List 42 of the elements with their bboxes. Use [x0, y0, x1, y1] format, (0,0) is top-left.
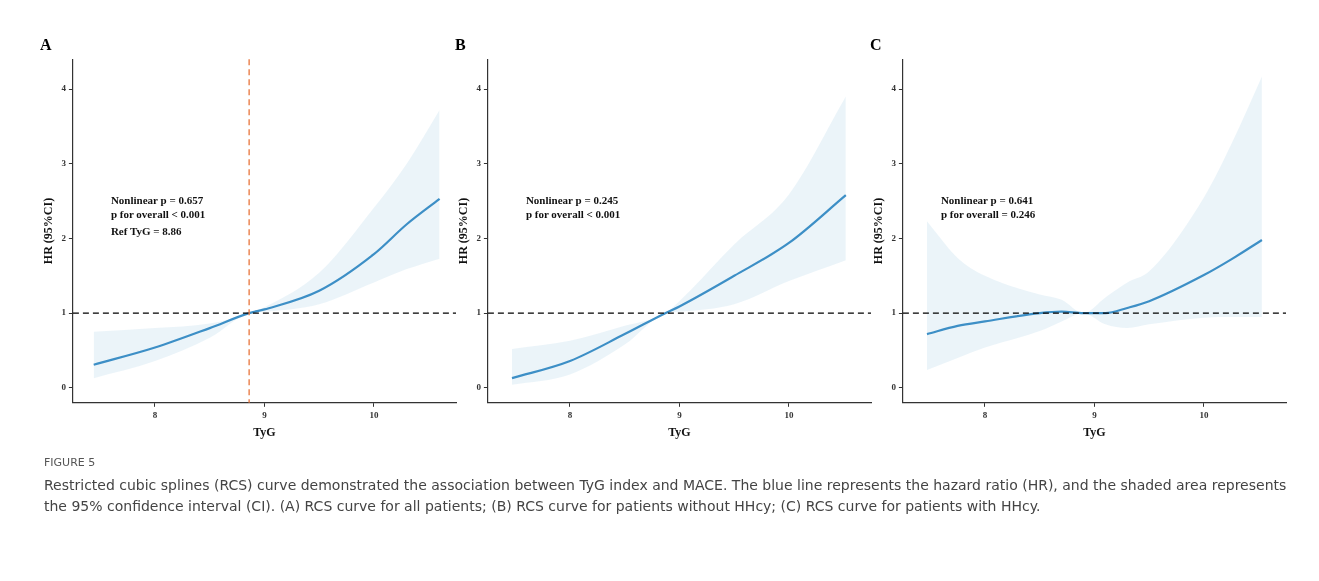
y-tick-label: 1: [891, 307, 897, 318]
x-tick-label: 10: [369, 409, 379, 420]
y-tick-label: 1: [476, 307, 482, 318]
chart-title: A: [40, 35, 52, 53]
x-axis-title: TyG: [1083, 424, 1106, 439]
x-tick-label: 8: [152, 409, 158, 420]
annotation: Nonlinear p = 0.641: [940, 194, 1034, 207]
annotation: Nonlinear p = 0.657: [110, 194, 204, 207]
y-axis-title: HR (95%CI): [41, 197, 56, 265]
y-axis-title: HR (95%CI): [456, 197, 471, 265]
annotation: p for overall = 0.246: [940, 208, 1036, 221]
x-axis-title: TyG: [253, 424, 276, 439]
x-tick-label: 10: [784, 409, 794, 420]
y-tick-label: 4: [476, 83, 482, 94]
y-tick-label: 2: [61, 232, 67, 243]
y-tick-label: 3: [476, 158, 482, 169]
y-axis-title: HR (95%CI): [871, 197, 886, 265]
annotation: Ref TyG = 8.86: [110, 225, 183, 238]
annotation: Nonlinear p = 0.245: [525, 194, 619, 207]
y-tick-label: 1: [61, 307, 67, 318]
x-tick-label: 9: [262, 409, 268, 420]
y-tick-label: 0: [476, 382, 482, 393]
text: FIGURE 5: [44, 456, 97, 469]
y-tick-label: 0: [61, 382, 67, 393]
y-tick-label: 4: [891, 83, 897, 94]
x-tick-label: 10: [1199, 409, 1209, 420]
x-axis-title: TyG: [668, 424, 691, 439]
y-tick-label: 0: [891, 382, 897, 393]
x-tick-label: 8: [567, 409, 573, 420]
y-tick-label: 3: [891, 158, 897, 169]
x-tick-label: 9: [1092, 409, 1098, 420]
y-tick-label: 3: [61, 158, 67, 169]
x-tick-label: 9: [677, 409, 683, 420]
chart-title: B: [455, 35, 466, 53]
chart-title: C: [870, 35, 882, 53]
text: Restricted cubic splines (RCS) curve demonstrated the association between TyG index and MACE. The blue line represents the hazard ratio (HR), and the shaded area represents the 95% confidence interval (CI). (A) RCS curve for all patients; (B) RCS curve for patients without HHcy; (C) RCS curve for patients with HHcy.: [44, 476, 1288, 516]
x-tick-label: 8: [982, 409, 988, 420]
annotation: p for overall < 0.001: [525, 208, 621, 221]
y-tick-label: 4: [61, 83, 67, 94]
y-tick-label: 2: [476, 232, 482, 243]
annotation: p for overall < 0.001: [110, 208, 206, 221]
y-tick-label: 2: [891, 232, 897, 243]
